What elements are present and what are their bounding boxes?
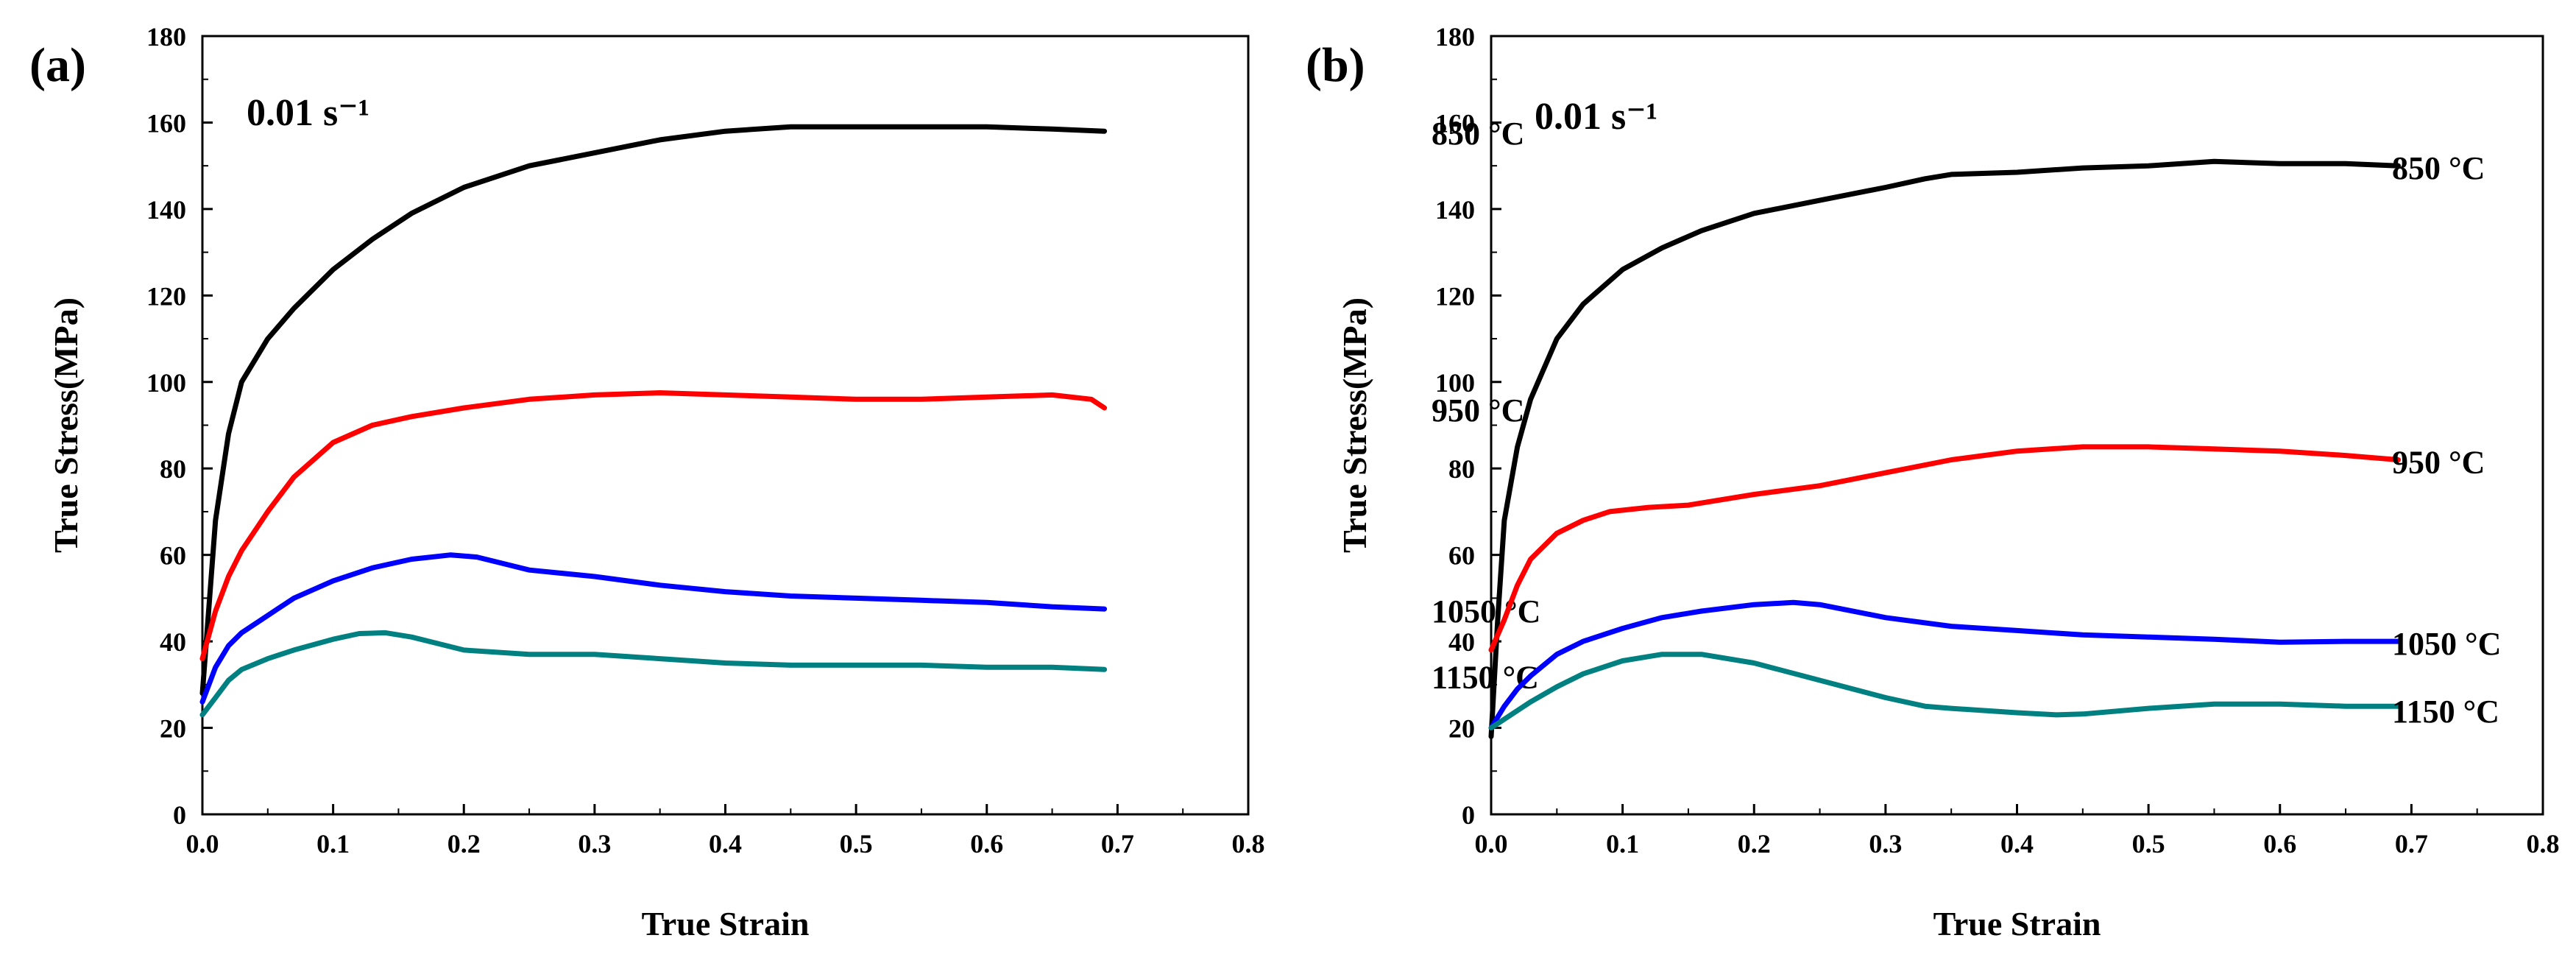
panel-a-line-950C [199,390,1108,662]
panel-b-label-950C: 950 °C [2392,444,2485,480]
panel-a-x-tick-label: 0.3 [578,829,611,859]
panel-b-y-tick-label: 160 [1435,108,1475,138]
panel-a-label-850C: 850 °C [1432,116,1524,152]
panel-a-x-tick-label: 0.5 [840,829,873,859]
panel-b-y-tick-label: 40 [1448,627,1475,657]
panel-b-letter: (b) [1306,38,1365,92]
panel-a-x-tick-label: 0.8 [1232,829,1265,859]
panel-a-x-tick-label: 0.0 [186,829,219,859]
panel-a-y-tick-label: 100 [146,368,186,398]
panel-a-y-tick-label: 20 [160,714,186,744]
panel-b-y-tick-label: 80 [1448,454,1475,484]
panel-b-x-tick-label: 0.7 [2395,829,2428,859]
panel-a-x-tick-label: 0.1 [316,829,350,859]
panel-b-x-tick-label: 0.5 [2132,829,2165,859]
panel-a-plot-frame [201,35,1250,816]
panel-a-y-tick-label: 160 [146,108,186,138]
panel-a-label-1050C: 1050 °C [1432,593,1540,630]
panel-b-line-850C [1488,158,2401,739]
panel-a-line-1050C [199,552,1108,705]
panel-a-x-tick-label: 0.2 [447,829,481,859]
panel-a-x-tick-label: 0.4 [709,829,742,859]
panel-b-y-tick-label: 60 [1448,541,1475,571]
panel-b-line-1150C [1488,652,2401,731]
panel-b-x-tick-label: 0.4 [2000,829,2034,859]
panel-a-y-tick-label: 80 [160,454,186,484]
panel-b-label-1050C: 1050 °C [2392,626,2501,662]
panel-b-strain-rate: 0.01 s⁻¹ [1535,96,1657,138]
panel-b-y-axis-title: True Stress(MPa) [1336,297,1373,553]
panel-b-x-axis-title: True Strain [1933,905,2101,942]
panel-a-y-tick-label: 60 [160,541,186,571]
panel-b-x-tick-label: 0.8 [2527,829,2560,859]
panel-a-x-tick-label: 0.6 [970,829,1003,859]
panel-b-x-tick-label: 0.1 [1606,829,1639,859]
panel-a-line-850C [199,124,1108,697]
panel-a-letter: (a) [29,38,86,92]
panel-b-y-tick-label: 100 [1435,368,1475,398]
panel-a-y-tick-label: 140 [146,195,186,225]
panel-b-y-tick-label: 20 [1448,714,1475,744]
panel-a-x-axis-title: True Strain [642,905,810,942]
panel-a-y-tick-label: 0 [173,800,186,830]
panel-b-x-tick-label: 0.6 [2263,829,2296,859]
panel-b-y-tick-label: 0 [1462,800,1475,830]
panel-b-plot-frame [1490,35,2544,816]
panel-b-label-850C: 850 °C [2392,150,2485,186]
panel-a-y-tick-label: 40 [160,627,186,657]
panel-a-y-tick-label: 180 [146,22,186,52]
panel-a-x-tick-label: 0.7 [1101,829,1134,859]
panel-b-line-1050C [1488,599,2401,731]
panel-a-line-1150C [199,630,1108,718]
panel-b-x-tick-label: 0.2 [1738,829,1771,859]
panel-b-y-tick-label: 140 [1435,195,1475,225]
panel-a-label-950C: 950 °C [1432,392,1524,429]
panel-a-y-axis-title: True Stress(MPa) [47,297,85,553]
panel-a-label-1150C: 1150 °C [1432,659,1539,695]
panel-b-line-950C [1488,444,2401,653]
panel-b-y-tick-label: 120 [1435,281,1475,311]
panel-b-x-tick-label: 0.3 [1869,829,1902,859]
panel-a-y-tick-label: 120 [146,281,186,311]
panel-a-strain-rate: 0.01 s⁻¹ [247,92,369,134]
panel-b-y-tick-label: 180 [1435,22,1475,52]
panel-b-label-1150C: 1150 °C [2392,694,2499,730]
panel-b-x-tick-label: 0.0 [1475,829,1508,859]
